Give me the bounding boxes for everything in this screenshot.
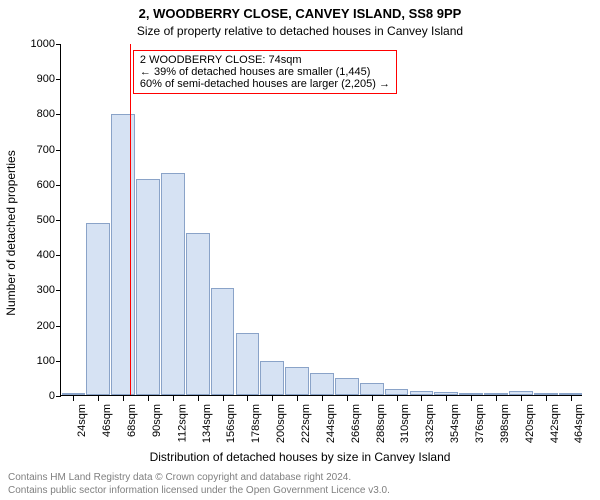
- x-tick-label: 354sqm: [449, 404, 461, 443]
- chart-supertitle: 2, WOODBERRY CLOSE, CANVEY ISLAND, SS8 9…: [0, 6, 600, 21]
- x-tick-label: 288sqm: [375, 404, 387, 443]
- x-tick-label: 420sqm: [524, 404, 536, 443]
- histogram-bar: [559, 393, 583, 395]
- x-tick-label: 200sqm: [275, 404, 287, 443]
- histogram-bar: [111, 114, 135, 395]
- histogram-bar: [161, 173, 185, 395]
- histogram-bar: [310, 373, 334, 395]
- chart-title: Size of property relative to detached ho…: [0, 24, 600, 38]
- histogram-bar: [410, 391, 434, 395]
- y-tick-label: 800: [21, 108, 55, 120]
- y-tick-label: 0: [21, 390, 55, 402]
- y-tick-label: 700: [21, 144, 55, 156]
- y-tick-label: 300: [21, 284, 55, 296]
- histogram-bar: [534, 393, 558, 395]
- x-tick-label: 464sqm: [574, 404, 586, 443]
- x-tick-label: 178sqm: [250, 404, 262, 443]
- footer-line-1: Contains HM Land Registry data © Crown c…: [8, 472, 351, 483]
- footer-line-2: Contains public sector information licen…: [8, 485, 390, 496]
- annotation-line: ← 39% of detached houses are smaller (1,…: [140, 66, 390, 78]
- annotation-line: 2 WOODBERRY CLOSE: 74sqm: [140, 54, 390, 66]
- x-tick-label: 134sqm: [201, 404, 213, 443]
- x-tick-label: 90sqm: [151, 404, 163, 437]
- x-axis-label: Distribution of detached houses by size …: [0, 450, 600, 464]
- histogram-bar: [484, 393, 508, 395]
- histogram-bar: [459, 393, 483, 395]
- x-tick-label: 266sqm: [350, 404, 362, 443]
- histogram-bar: [260, 361, 284, 395]
- chart-container: 2, WOODBERRY CLOSE, CANVEY ISLAND, SS8 9…: [0, 0, 600, 500]
- x-tick-label: 244sqm: [325, 404, 337, 443]
- histogram-bar: [285, 367, 309, 395]
- x-tick-label: 376sqm: [474, 404, 486, 443]
- annotation-box: 2 WOODBERRY CLOSE: 74sqm← 39% of detache…: [133, 50, 397, 94]
- histogram-bar: [335, 378, 359, 395]
- y-tick-label: 1000: [21, 38, 55, 50]
- x-tick-label: 310sqm: [400, 404, 412, 443]
- histogram-bar: [434, 392, 458, 395]
- y-tick-label: 100: [21, 355, 55, 367]
- histogram-bar: [136, 179, 160, 395]
- histogram-bar: [385, 389, 409, 395]
- y-tick-label: 400: [21, 249, 55, 261]
- histogram-bar: [236, 333, 260, 395]
- reference-line: [130, 44, 131, 395]
- x-tick-label: 442sqm: [549, 404, 561, 443]
- x-tick-label: 68sqm: [126, 404, 138, 437]
- y-tick-label: 500: [21, 214, 55, 226]
- histogram-bar: [186, 233, 210, 395]
- histogram-bar: [509, 391, 533, 395]
- histogram-bar: [86, 223, 110, 395]
- histogram-bar: [211, 288, 235, 395]
- x-tick-label: 46sqm: [101, 404, 113, 437]
- annotation-line: 60% of semi-detached houses are larger (…: [140, 78, 390, 90]
- x-tick-label: 112sqm: [176, 404, 188, 442]
- histogram-bar: [360, 383, 384, 395]
- y-axis-label: Number of detached properties: [4, 68, 18, 233]
- y-tick-label: 200: [21, 320, 55, 332]
- x-tick-label: 24sqm: [76, 404, 88, 437]
- x-tick-label: 222sqm: [300, 404, 312, 443]
- x-tick-label: 332sqm: [424, 404, 436, 443]
- histogram-bar: [62, 393, 86, 395]
- plot-area: 0100200300400500600700800900100024sqm46s…: [60, 44, 582, 396]
- x-tick-label: 398sqm: [499, 404, 511, 443]
- y-tick-label: 600: [21, 179, 55, 191]
- x-tick-label: 156sqm: [226, 404, 238, 443]
- y-tick-label: 900: [21, 73, 55, 85]
